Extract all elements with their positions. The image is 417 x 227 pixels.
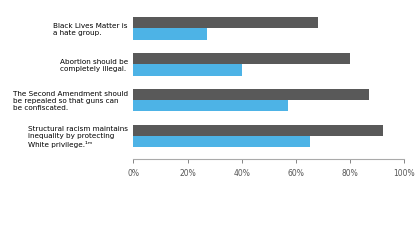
Bar xyxy=(133,65,242,76)
Bar xyxy=(133,125,383,136)
Bar xyxy=(133,18,318,29)
Bar xyxy=(133,101,288,112)
Bar xyxy=(133,89,369,101)
Bar xyxy=(133,29,207,41)
Bar xyxy=(133,54,350,65)
Bar xyxy=(133,136,309,148)
